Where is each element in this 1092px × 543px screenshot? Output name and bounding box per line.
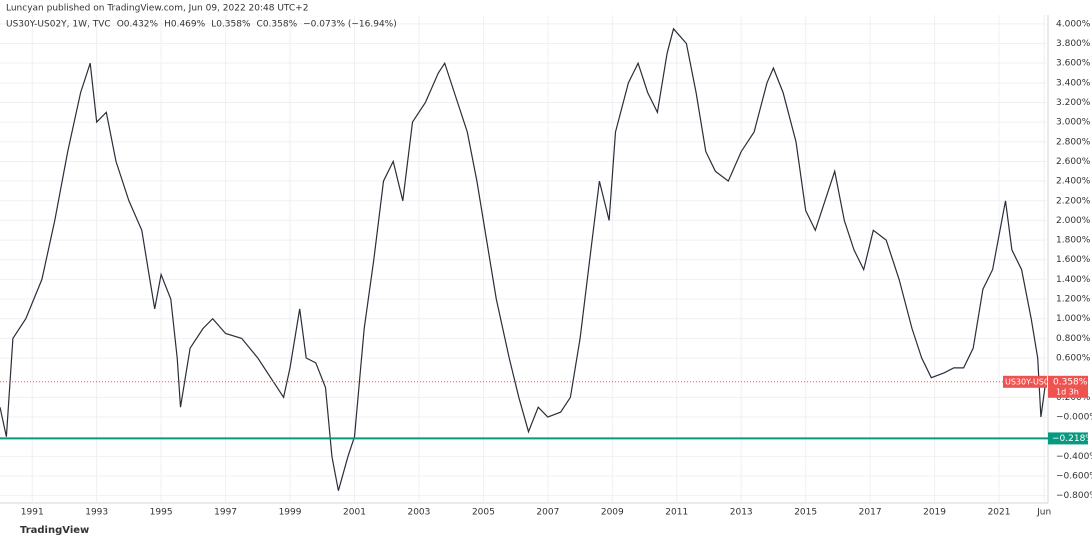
x-tick-label: 2003 [407, 508, 430, 518]
x-tick-label: 1991 [21, 508, 44, 518]
y-tick-label: 0.600% [1056, 354, 1091, 364]
y-tick-label: 4.000% [1056, 19, 1091, 29]
y-tick-label: 2.400% [1056, 177, 1091, 187]
y-tick-label: 3.800% [1056, 39, 1091, 49]
x-tick-label: 2005 [472, 508, 495, 518]
price-name: US30Y-US02Y [1005, 377, 1059, 386]
y-tick-label: 2.000% [1056, 216, 1091, 226]
y-tick-label: 3.400% [1056, 78, 1091, 88]
y-tick-label: −0.000% [1056, 412, 1092, 422]
x-tick-label: Jun [1036, 508, 1051, 518]
x-tick-label: 2021 [988, 508, 1011, 518]
y-tick-label: 1.800% [1056, 236, 1091, 246]
legend-item: L0.358% [211, 20, 251, 30]
x-tick-label: 1999 [279, 508, 302, 518]
x-tick-label: 2001 [343, 508, 366, 518]
legend-item: H0.469% [164, 20, 206, 30]
x-tick-label: 1993 [85, 508, 108, 518]
y-tick-label: 0.200% [1056, 393, 1091, 403]
price-name-badge [1003, 375, 1047, 388]
y-tick-label: 1.000% [1056, 314, 1091, 324]
byline: Luncyan published on TradingView.com, Ju… [6, 4, 308, 14]
x-tick-label: 2015 [794, 508, 817, 518]
y-tick-label: 1.600% [1056, 255, 1091, 265]
x-tick-label: 2017 [859, 508, 882, 518]
price-label: 0.358% [1053, 377, 1088, 387]
y-tick-label: 3.000% [1056, 118, 1091, 128]
y-tick-label: 2.800% [1056, 137, 1091, 147]
level-label: −0.218% [1052, 434, 1092, 444]
y-tick-label: −0.800% [1056, 491, 1092, 501]
y-tick-label: 1.200% [1056, 295, 1091, 305]
legend-item: −0.073% (−16.94%) [303, 20, 397, 30]
y-tick-label: −0.600% [1056, 471, 1092, 481]
legend-item: O0.432% [117, 20, 159, 30]
x-tick-label: 1997 [214, 508, 237, 518]
legend-item: C0.358% [257, 20, 298, 30]
y-tick-label: 1.400% [1056, 275, 1091, 285]
y-tick-label: 0.800% [1056, 334, 1091, 344]
y-tick-label: 2.600% [1056, 157, 1091, 167]
price-badge [1048, 375, 1088, 398]
logo: TradingView [20, 525, 89, 536]
x-tick-label: 2011 [665, 508, 688, 518]
x-tick-label: 2007 [536, 508, 559, 518]
countdown: 1d 3h [1056, 387, 1079, 396]
y-tick-label: 3.600% [1056, 59, 1091, 69]
level-badge [1048, 432, 1088, 445]
x-tick-label: 2013 [730, 508, 753, 518]
x-tick-label: 2009 [601, 508, 624, 518]
y-tick-label: 3.200% [1056, 98, 1091, 108]
y-tick-label: −0.400% [1056, 452, 1092, 462]
legend-item: US30Y-US02Y, 1W, TVC [6, 20, 111, 30]
y-tick-label: 2.200% [1056, 196, 1091, 206]
x-tick-label: 2019 [923, 508, 946, 518]
price-line [0, 27, 1047, 491]
x-tick-label: 1995 [150, 508, 173, 518]
